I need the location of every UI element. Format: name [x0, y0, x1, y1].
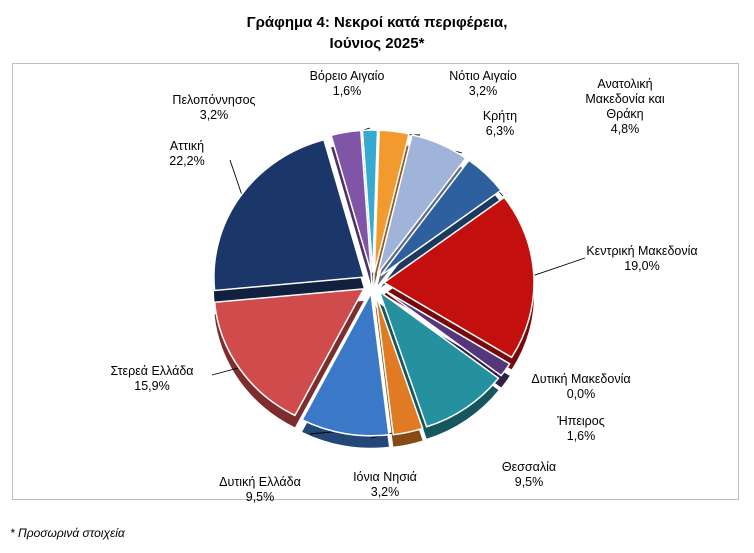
- pie-slice: [301, 290, 390, 437]
- pie-slice: [361, 129, 379, 273]
- data-label-value: 9,5%: [515, 475, 544, 489]
- pie-slice: [380, 159, 503, 277]
- data-label: Κρήτη 6,3%: [483, 109, 517, 138]
- data-label-value: 4,8%: [611, 122, 640, 136]
- data-label-name: Δυτική Ελλάδα: [219, 475, 301, 489]
- data-label-name: Κεντρική Μακεδονία: [586, 244, 697, 258]
- data-label-value: 3,2%: [371, 485, 400, 499]
- data-label-name: Πελοπόννησος: [172, 93, 255, 107]
- data-label-value: 15,9%: [134, 379, 169, 393]
- data-label-value: 3,2%: [200, 108, 229, 122]
- data-label: Κεντρική Μακεδονία 19,0%: [586, 244, 697, 273]
- data-label: Πελοπόννησος 3,2%: [172, 93, 255, 122]
- pie-slice: [374, 292, 424, 436]
- data-label: Δυτική Μακεδονία 0,0%: [531, 372, 630, 401]
- pie-slices-layer: [213, 129, 535, 437]
- data-label-value: 0,0%: [567, 387, 596, 401]
- data-label-name: Κρήτη: [483, 109, 517, 123]
- data-label-name: Μακεδονία και: [585, 92, 664, 106]
- data-label-name: Στερεά Ελλάδα: [110, 364, 193, 378]
- data-label-name: Θράκη: [606, 107, 643, 121]
- data-label-name: Θεσσαλία: [502, 460, 556, 474]
- data-label-name: Ήπειρος: [556, 414, 605, 428]
- data-label: Θεσσαλία 9,5%: [502, 460, 556, 489]
- data-label-value: 6,3%: [486, 124, 515, 138]
- data-label-value: 1,6%: [333, 84, 362, 98]
- pie-slice: [330, 129, 372, 273]
- chart-frame: [12, 63, 739, 500]
- data-label: Στερεά Ελλάδα 15,9%: [110, 364, 193, 393]
- data-label-name: Βόρειο Αιγαίο: [310, 69, 385, 83]
- pie-slice: [213, 138, 365, 292]
- pie-slice: [377, 289, 500, 428]
- data-label-name: Νότιο Αιγαίο: [449, 69, 517, 83]
- data-label-value: 3,2%: [469, 84, 498, 98]
- data-label-value: 22,2%: [169, 154, 204, 168]
- data-label: Αττική 22,2%: [169, 139, 204, 168]
- footnote: * Προσωρινά στοιχεία: [10, 526, 125, 540]
- data-label: Ανατολική Μακεδονία και Θράκη 4,8%: [585, 77, 664, 136]
- pie-slice: [373, 129, 410, 273]
- data-label-value: 1,6%: [567, 429, 596, 443]
- data-label: Βόρειο Αιγαίο 1,6%: [310, 69, 385, 98]
- pie-slice: [376, 133, 467, 274]
- data-label: Ήπειρος 1,6%: [556, 414, 605, 443]
- data-label-value: 9,5%: [246, 490, 275, 504]
- data-label-name: Ιόνια Νησιά: [353, 470, 417, 484]
- data-label: Δυτική Ελλάδα 9,5%: [219, 475, 301, 504]
- leader-line: [530, 257, 586, 277]
- data-label: Νότιο Αιγαίο 3,2%: [449, 69, 517, 98]
- chart-title: Γράφημα 4: Νεκροί κατά περιφέρεια, Ιούνι…: [0, 12, 754, 54]
- chart-title-line-1: Γράφημα 4: Νεκροί κατά περιφέρεια,: [246, 14, 508, 31]
- pie-slice: [382, 196, 535, 359]
- data-label-name: Ανατολική: [597, 77, 652, 91]
- data-label-name: Αττική: [170, 139, 204, 153]
- data-label-value: 19,0%: [624, 259, 659, 273]
- leader-line: [229, 159, 244, 198]
- data-label: Ιόνια Νησιά 3,2%: [353, 470, 417, 499]
- leader-line: [211, 366, 243, 376]
- data-labels-layer: Ανατολική Μακεδονία και Θράκη 4,8% Κεντρική …: [110, 69, 697, 504]
- data-label-name: Δυτική Μακεδονία: [531, 372, 630, 386]
- pie-slice: [381, 288, 511, 377]
- pie-slice: [213, 287, 366, 417]
- chart-title-line-2: Ιούνιος 2025*: [329, 35, 425, 52]
